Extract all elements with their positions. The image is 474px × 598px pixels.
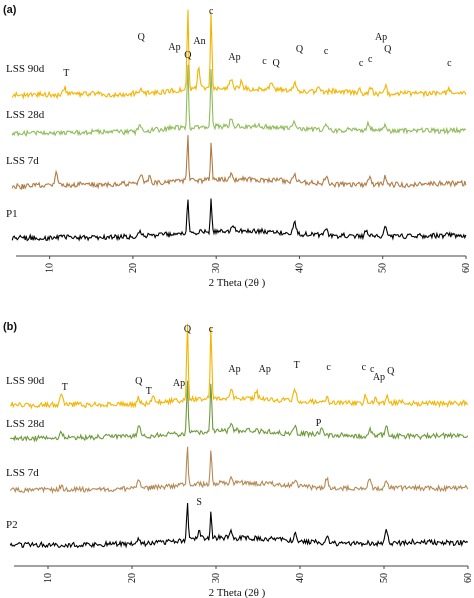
peak-annotation: Q bbox=[184, 324, 192, 335]
x-tick-label: 50 bbox=[378, 263, 389, 273]
x-tick-label: 30 bbox=[211, 573, 222, 583]
x-tick-label: 60 bbox=[461, 263, 472, 273]
series-label: P2 bbox=[6, 519, 18, 531]
series-line-lss-90d bbox=[10, 323, 469, 410]
peak-annotation: Ap bbox=[228, 52, 240, 63]
x-tick-label: 30 bbox=[211, 263, 222, 273]
series-label: LSS 28d bbox=[6, 418, 45, 430]
series-line-lss-28d bbox=[9, 380, 469, 443]
series-label: P1 bbox=[6, 208, 18, 220]
x-tick-label: 10 bbox=[45, 263, 56, 273]
peak-annotation: Ap bbox=[228, 364, 240, 375]
peak-annotation: T bbox=[62, 382, 68, 393]
peak-annotation: T bbox=[146, 386, 152, 397]
peak-annotation: Q bbox=[273, 58, 281, 69]
panel-label: (b) bbox=[3, 321, 17, 333]
peak-annotation: Ap bbox=[373, 372, 385, 383]
peak-annotation: c bbox=[209, 324, 214, 335]
peak-annotation: c bbox=[447, 58, 452, 69]
x-tick-label: 60 bbox=[463, 573, 474, 583]
peak-annotation: Q bbox=[384, 44, 392, 55]
series-line-p1 bbox=[11, 198, 467, 242]
peak-annotation: Q bbox=[135, 376, 143, 387]
x-tick-label: 10 bbox=[43, 573, 54, 583]
x-axis-title: 2 Theta (2θ ) bbox=[209, 277, 266, 289]
x-tick-label: 40 bbox=[294, 263, 305, 273]
peak-annotation: T bbox=[294, 360, 300, 371]
series-line-p2 bbox=[9, 502, 469, 549]
peak-annotation: Q bbox=[296, 44, 304, 55]
peak-annotation: c bbox=[262, 56, 267, 67]
peak-annotation: Ap bbox=[375, 32, 387, 43]
peak-annotation: Ap bbox=[259, 364, 271, 375]
peak-annotation: c bbox=[326, 362, 331, 373]
x-tick-label: 20 bbox=[128, 263, 139, 273]
series-line-lss-7d bbox=[11, 135, 467, 191]
x-tick-label: 20 bbox=[127, 573, 138, 583]
peak-annotation: S bbox=[196, 497, 202, 508]
series-label: LSS 7d bbox=[6, 155, 39, 167]
series-label: LSS 90d bbox=[6, 63, 45, 75]
peak-annotation: Ap bbox=[173, 378, 185, 389]
peak-annotation: c bbox=[359, 58, 364, 69]
series-line-lss-90d bbox=[11, 9, 467, 100]
peak-annotation: c bbox=[368, 54, 373, 65]
series-line-lss-7d bbox=[9, 446, 469, 495]
peak-annotation: T bbox=[63, 68, 69, 79]
peak-annotation: c bbox=[209, 6, 214, 17]
peak-annotation: Q bbox=[184, 50, 192, 61]
peak-annotation: P bbox=[316, 418, 322, 429]
series-label: LSS 7d bbox=[6, 467, 39, 479]
series-label: LSS 90d bbox=[6, 375, 45, 387]
panel-label: (a) bbox=[3, 4, 17, 16]
peak-annotation: c bbox=[362, 362, 367, 373]
series-label: LSS 28d bbox=[6, 109, 45, 121]
peak-annotation: Q bbox=[138, 32, 146, 43]
x-tick-label: 40 bbox=[295, 573, 306, 583]
peak-annotation: c bbox=[324, 46, 329, 57]
x-tick-label: 50 bbox=[379, 573, 390, 583]
peak-annotation: Ap bbox=[168, 42, 180, 53]
peak-annotation: Q bbox=[387, 366, 395, 377]
series-line-lss-28d bbox=[11, 64, 467, 137]
peak-annotation: An bbox=[193, 36, 205, 47]
peak-annotation: c bbox=[370, 364, 375, 375]
x-axis-title: 2 Theta (2θ ) bbox=[209, 587, 266, 598]
